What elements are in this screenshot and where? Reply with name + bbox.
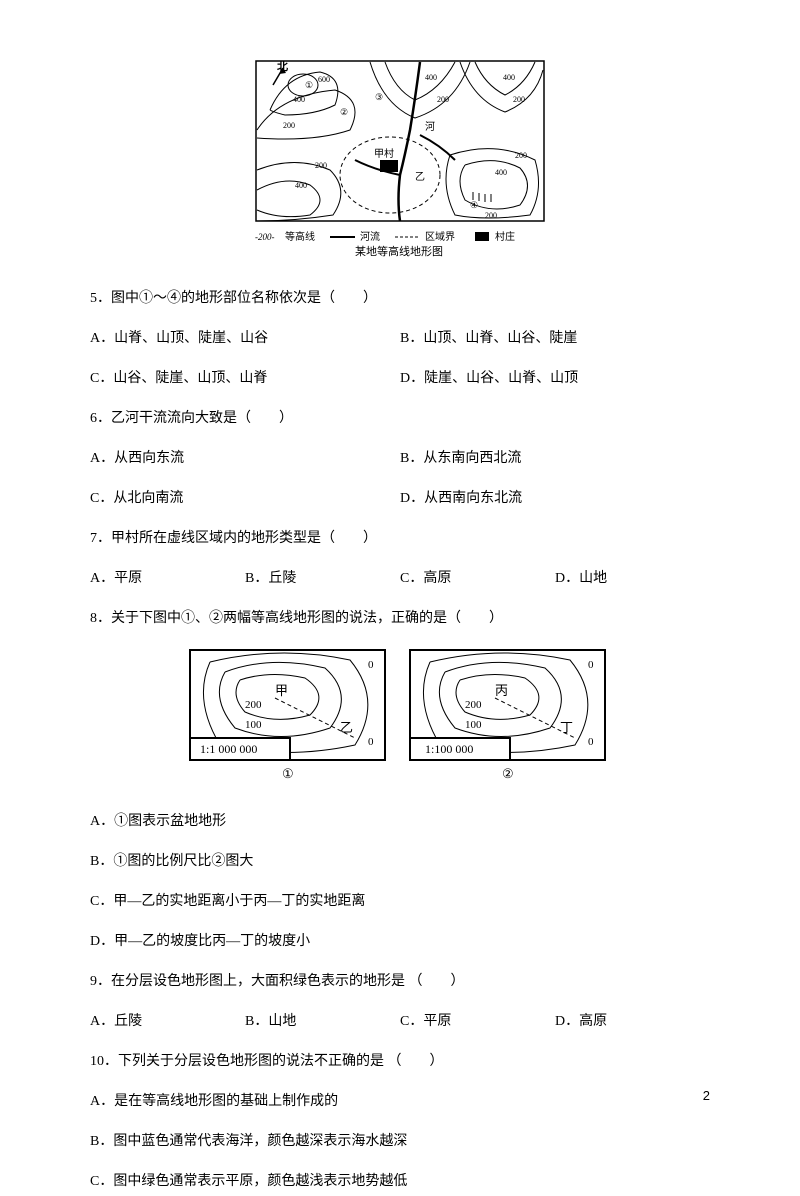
- svg-text:丁: 丁: [560, 720, 573, 735]
- svg-text:区域界: 区域界: [425, 230, 455, 243]
- q6-opt-d: D．从西南向东北流: [400, 485, 710, 513]
- svg-text:丙: 丙: [495, 683, 508, 698]
- map2-scale: 1:100 000: [425, 742, 473, 756]
- q10-opt-b: B．图中蓝色通常代表海洋，颜色越深表示海水越深: [90, 1128, 710, 1156]
- q10-opt-a: A．是在等高线地形图的基础上制作成的: [90, 1088, 710, 1116]
- q6-opt-b: B．从东南向西北流: [400, 445, 710, 473]
- svg-text:400: 400: [495, 168, 507, 177]
- q6-opt-a: A．从西向东流: [90, 445, 400, 473]
- svg-text:200: 200: [245, 699, 262, 711]
- svg-text:④: ④: [470, 200, 478, 210]
- svg-text:③: ③: [375, 92, 383, 102]
- svg-text:村庄: 村庄: [495, 230, 515, 243]
- svg-text:河: 河: [425, 121, 435, 133]
- svg-text:②: ②: [340, 107, 348, 117]
- svg-text:200: 200: [465, 699, 482, 711]
- svg-text:0: 0: [588, 659, 594, 671]
- q7-opt-b: B．丘陵: [245, 565, 400, 593]
- svg-text:-200-: -200-: [255, 232, 275, 242]
- svg-text:0: 0: [368, 736, 374, 748]
- svg-text:400: 400: [503, 73, 515, 82]
- q5-opt-a: A．山脊、山顶、陡崖、山谷: [90, 325, 400, 353]
- q5-options-row1: A．山脊、山顶、陡崖、山谷 B．山顶、山脊、山谷、陡崖: [90, 325, 710, 353]
- figure1-caption: 某地等高线地形图: [355, 244, 443, 258]
- figure-1: 北 ① ② ③ ④ 600 400 200 400 200 400 200 40…: [90, 60, 710, 265]
- svg-text:0: 0: [588, 736, 594, 748]
- q9-options: A．丘陵 B．山地 C．平原 D．高原: [90, 1008, 710, 1036]
- svg-text:200: 200: [437, 95, 449, 104]
- svg-text:200: 200: [315, 161, 327, 170]
- svg-text:200: 200: [513, 95, 525, 104]
- q9-opt-a: A．丘陵: [90, 1008, 245, 1036]
- svg-text:200: 200: [515, 151, 527, 160]
- north-label: 北: [277, 60, 288, 73]
- q7-options: A．平原 B．丘陵 C．高原 D．山地: [90, 565, 710, 593]
- svg-text:河流: 河流: [360, 230, 380, 243]
- svg-text:600: 600: [318, 75, 330, 84]
- q9-opt-d: D．高原: [555, 1008, 710, 1036]
- dual-map-svg: 甲 200 100 0 乙 0 1:1 000 000 ① 丙 200 100 …: [180, 645, 620, 785]
- q10-opt-c: C．图中绿色通常表示平原，颜色越浅表示地势越低: [90, 1168, 710, 1196]
- svg-text:等高线: 等高线: [285, 230, 315, 243]
- map2-marker: ②: [502, 766, 514, 781]
- question-6: 6．乙河干流流向大致是（ ）: [90, 405, 710, 433]
- q8-opt-b: B．①图的比例尺比②图大: [90, 848, 710, 876]
- svg-text:400: 400: [295, 181, 307, 190]
- svg-text:200: 200: [283, 121, 295, 130]
- question-7: 7．甲村所在虚线区域内的地形类型是（ ）: [90, 525, 710, 553]
- q9-opt-b: B．山地: [245, 1008, 400, 1036]
- svg-text:400: 400: [293, 95, 305, 104]
- q6-options-row2: C．从北向南流 D．从西南向东北流: [90, 485, 710, 513]
- q5-opt-c: C．山谷、陡崖、山顶、山脊: [90, 365, 400, 393]
- map1-scale: 1:1 000 000: [200, 742, 257, 756]
- question-10: 10．下列关于分层设色地形图的说法不正确的是 （ ）: [90, 1048, 710, 1076]
- q7-opt-d: D．山地: [555, 565, 710, 593]
- figure-2: 甲 200 100 0 乙 0 1:1 000 000 ① 丙 200 100 …: [90, 645, 710, 790]
- q6-options-row1: A．从西向东流 B．从东南向西北流: [90, 445, 710, 473]
- q8-opt-a: A．①图表示盆地地形: [90, 808, 710, 836]
- svg-text:100: 100: [245, 719, 262, 731]
- contour-map-svg: 北 ① ② ③ ④ 600 400 200 400 200 400 200 40…: [255, 60, 545, 260]
- svg-text:甲: 甲: [275, 683, 288, 698]
- q7-opt-c: C．高原: [400, 565, 555, 593]
- q8-opt-d: D．甲—乙的坡度比丙—丁的坡度小: [90, 928, 710, 956]
- map1-marker: ①: [282, 766, 294, 781]
- question-9: 9．在分层设色地形图上，大面积绿色表示的地形是 （ ）: [90, 968, 710, 996]
- page-number: 2: [703, 1088, 710, 1103]
- svg-text:甲村: 甲村: [374, 147, 394, 160]
- q9-opt-c: C．平原: [400, 1008, 555, 1036]
- svg-text:①: ①: [305, 80, 313, 90]
- q5-opt-b: B．山顶、山脊、山谷、陡崖: [400, 325, 710, 353]
- q6-opt-c: C．从北向南流: [90, 485, 400, 513]
- question-5: 5．图中①～④的地形部位名称依次是（ ）: [90, 285, 710, 313]
- svg-text:400: 400: [425, 73, 437, 82]
- svg-text:乙: 乙: [340, 720, 353, 735]
- q8-opt-c: C．甲—乙的实地距离小于丙—丁的实地距离: [90, 888, 710, 916]
- q5-options-row2: C．山谷、陡崖、山顶、山脊 D．陡崖、山谷、山脊、山顶: [90, 365, 710, 393]
- svg-text:100: 100: [465, 719, 482, 731]
- question-8: 8．关于下图中①、②两幅等高线地形图的说法，正确的是（ ）: [90, 605, 710, 633]
- svg-text:0: 0: [368, 659, 374, 671]
- q7-opt-a: A．平原: [90, 565, 245, 593]
- svg-text:乙: 乙: [415, 171, 425, 183]
- q5-opt-d: D．陡崖、山谷、山脊、山顶: [400, 365, 710, 393]
- svg-text:200: 200: [485, 211, 497, 220]
